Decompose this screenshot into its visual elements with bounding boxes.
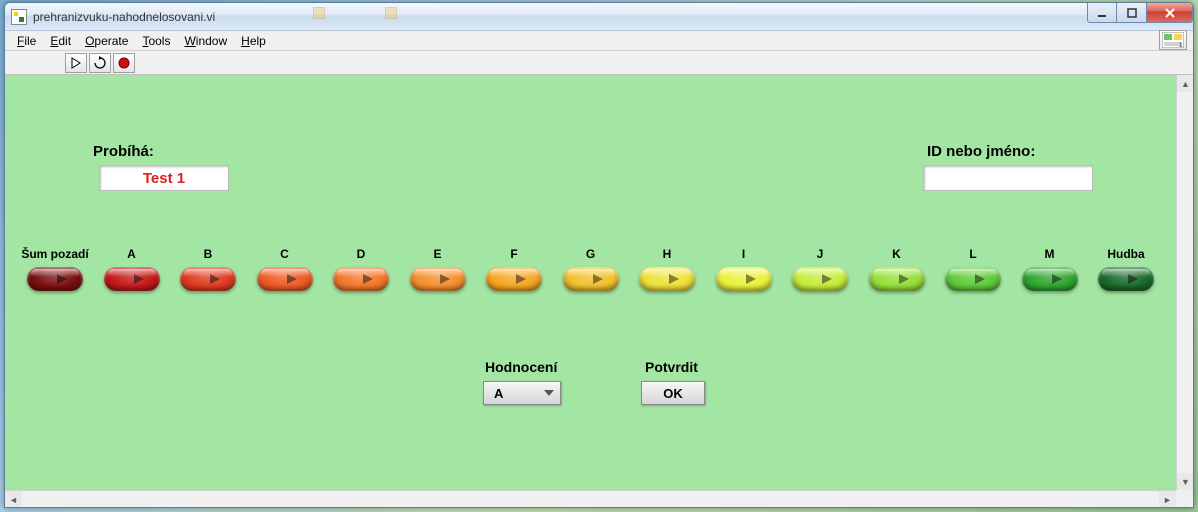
rating-button-label: H [663,247,672,261]
rating-button-A: A [100,247,164,291]
rating-button-C: C [253,247,317,291]
play-button[interactable] [180,267,236,291]
ok-button-label: OK [663,386,683,401]
toolbar [5,51,1193,75]
front-panel: Probíhá: Test 1 ID nebo jméno: Šum pozad… [5,75,1176,490]
play-button[interactable] [410,267,466,291]
window-title: prehranizvuku-nahodnelosovani.vi [33,10,215,24]
rating-button-I: I [712,247,776,291]
id-input[interactable] [923,165,1093,191]
play-button[interactable] [639,267,695,291]
run-continuously-button[interactable] [89,53,111,73]
client-area: Probíhá: Test 1 ID nebo jméno: Šum pozad… [5,75,1193,507]
abort-button[interactable] [113,53,135,73]
rating-button-label: Šum pozadí [21,247,88,261]
play-button[interactable] [27,267,83,291]
window-controls [1087,3,1193,23]
run-button[interactable] [65,53,87,73]
app-window: prehranizvuku-nahodnelosovani.vi File Ed… [4,2,1194,508]
potvrdit-label: Potvrdit [645,359,698,375]
rating-button-E: E [406,247,470,291]
menubar: File Edit Operate Tools Window Help 1 [5,31,1193,51]
close-button[interactable] [1147,3,1193,23]
rating-button-label: L [969,247,976,261]
rating-button-Hudba: Hudba [1094,247,1158,291]
rating-button-label: J [817,247,824,261]
vertical-scrollbar[interactable]: ▲ ▼ [1176,75,1193,490]
background-window-hints [305,6,409,20]
rating-button-label: M [1045,247,1055,261]
rating-button-G: G [559,247,623,291]
rating-button-label: I [742,247,745,261]
rating-button-label: G [586,247,595,261]
play-button[interactable] [1098,267,1154,291]
scroll-corner [1176,490,1193,507]
ok-button[interactable]: OK [641,381,705,405]
hodnoceni-dropdown[interactable]: A [483,381,561,405]
play-button[interactable] [486,267,542,291]
rating-button-K: K [865,247,929,291]
rating-button-B: B [176,247,240,291]
rating-button-row: Šum pozadí A B C D E F G H I J K L M Hudba [23,247,1158,291]
hodnoceni-label: Hodnocení [485,359,557,375]
probiha-value: Test 1 [143,170,185,187]
rating-button-label: B [204,247,213,261]
play-button[interactable] [333,267,389,291]
probiha-label: Probíhá: [93,143,154,160]
rating-button-J: J [788,247,852,291]
vi-icon[interactable]: 1 [1159,30,1187,50]
menu-tools[interactable]: Tools [136,32,176,50]
id-label: ID nebo jméno: [927,143,1035,160]
titlebar[interactable]: prehranizvuku-nahodnelosovani.vi [5,3,1193,31]
play-button[interactable] [716,267,772,291]
rating-button-F: F [482,247,546,291]
rating-button-label: Hudba [1107,247,1144,261]
play-button[interactable] [792,267,848,291]
rating-button-label: F [510,247,517,261]
play-button[interactable] [257,267,313,291]
scroll-right-icon[interactable]: ► [1159,491,1176,507]
menu-file[interactable]: File [11,32,42,50]
rating-button-M: M [1018,247,1082,291]
play-button[interactable] [1022,267,1078,291]
scroll-up-icon[interactable]: ▲ [1177,75,1193,92]
rating-button-label: K [892,247,901,261]
play-button[interactable] [869,267,925,291]
menu-operate[interactable]: Operate [79,32,134,50]
rating-button-H: H [635,247,699,291]
probiha-indicator: Test 1 [99,165,229,191]
menu-window[interactable]: Window [178,32,233,50]
rating-button-label: C [280,247,289,261]
play-button[interactable] [945,267,1001,291]
rating-button-label: E [433,247,441,261]
minimize-button[interactable] [1087,3,1117,23]
labview-vi-icon [11,9,27,25]
maximize-button[interactable] [1117,3,1147,23]
rating-button-Šum pozadí: Šum pozadí [23,247,87,291]
hodnoceni-selected: A [494,386,503,401]
horizontal-scrollbar[interactable]: ◄ ► [5,490,1176,507]
play-button[interactable] [563,267,619,291]
menu-help[interactable]: Help [235,32,272,50]
rating-button-label: A [127,247,136,261]
chevron-down-icon [544,390,554,396]
scroll-down-icon[interactable]: ▼ [1177,473,1193,490]
scroll-left-icon[interactable]: ◄ [5,491,22,507]
play-button[interactable] [104,267,160,291]
rating-button-D: D [329,247,393,291]
menu-edit[interactable]: Edit [44,32,77,50]
rating-button-L: L [941,247,1005,291]
rating-button-label: D [357,247,366,261]
